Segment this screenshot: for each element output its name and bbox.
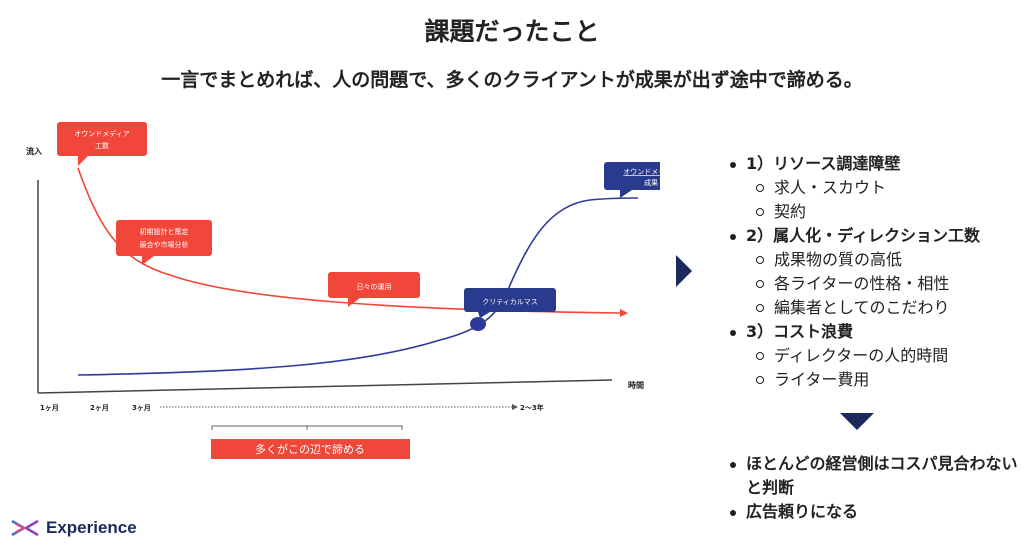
- growth-diagram: 流入 時間 オウンドメディア 工数 初期設計と策定 競合や市場分析 日々の運用 …: [26, 122, 660, 459]
- experience-logo-icon: [11, 519, 39, 537]
- callout-owned-cost-line1: オウンドメディア: [74, 129, 130, 138]
- page-title: 課題だったこと: [424, 17, 600, 46]
- x-tick-2: 2ヶ月: [90, 404, 109, 412]
- conclusion-item: ほとんどの経営側はコスパ見合わないと判断: [728, 452, 1018, 500]
- issue-sub-item: 契約: [754, 200, 1024, 224]
- x-axis: [37, 379, 613, 394]
- logo-text: Experience: [46, 518, 137, 537]
- giveup-label-bg: [211, 439, 410, 459]
- x-tick-3: 3ヶ月: [132, 404, 151, 412]
- issue-sub-item: 求人・スカウト: [754, 176, 1024, 200]
- x-tick-1: 1ヶ月: [40, 404, 59, 412]
- callout-owned-cost: オウンドメディア 工数: [57, 122, 147, 166]
- conclusion-list: ほとんどの経営側はコスパ見合わないと判断 広告頼りになる: [728, 452, 1018, 524]
- callout-initial-design: 初期設計と策定 競合や市場分析: [116, 220, 212, 265]
- callout-initial-line2: 競合や市場分析: [140, 240, 189, 249]
- cost-curve-arrowhead: [620, 309, 628, 317]
- callout-daily-label: 日々の運用: [357, 282, 392, 291]
- callout-critical-label: クリティカルマス: [482, 298, 538, 306]
- issue-sub-item: 成果物の質の高低: [754, 248, 1024, 272]
- issue-sub-item: 各ライターの性格・相性: [754, 272, 1024, 296]
- callout-initial-line1: 初期設計と策定: [140, 227, 189, 236]
- arrow-down-icon: [840, 413, 874, 430]
- issue-item: 3）コスト浪費: [728, 320, 1024, 344]
- issue-item: 2）属人化・ディレクション工数: [728, 224, 1024, 248]
- issue-sub-item: 編集者としてのこだわり: [754, 296, 1024, 320]
- issue-sub-item: ライター費用: [754, 368, 1024, 392]
- issue-sub-item: ディレクターの人的時間: [754, 344, 1024, 368]
- conclusion-item: 広告頼りになる: [728, 500, 1018, 524]
- callout-owned-result-line2: 成果: [644, 178, 658, 187]
- x-axis-label: 時間: [628, 380, 644, 390]
- y-axis-label: 流入: [26, 146, 42, 156]
- brand-logo: Experience: [10, 518, 137, 538]
- page-subtitle: 一言でまとめれば、人の問題で、多くのクライアントが成果が出ず途中で諦める。: [161, 69, 863, 91]
- callout-owned-result-line1: オウンドメディア: [623, 167, 660, 176]
- callout-daily-operation: 日々の運用: [328, 272, 420, 307]
- callout-critical-mass: クリティカルマス: [464, 288, 556, 318]
- callout-owned-result: オウンドメディア 成果: [604, 162, 660, 198]
- result-curve: [77, 197, 639, 376]
- x-tick-4: 2〜3年: [520, 403, 544, 412]
- callout-owned-cost-line2: 工数: [95, 141, 109, 150]
- issue-item: 1）リソース調達障壁: [728, 152, 1024, 176]
- issue-list: 1）リソース調達障壁 求人・スカウト 契約 2）属人化・ディレクション工数 成果…: [728, 152, 1024, 392]
- giveup-label: 多くがこの辺で諦める: [255, 442, 365, 456]
- arrow-right-icon: [676, 255, 692, 287]
- timeline-arrowhead: [512, 404, 518, 410]
- critical-mass-dot: [470, 317, 486, 331]
